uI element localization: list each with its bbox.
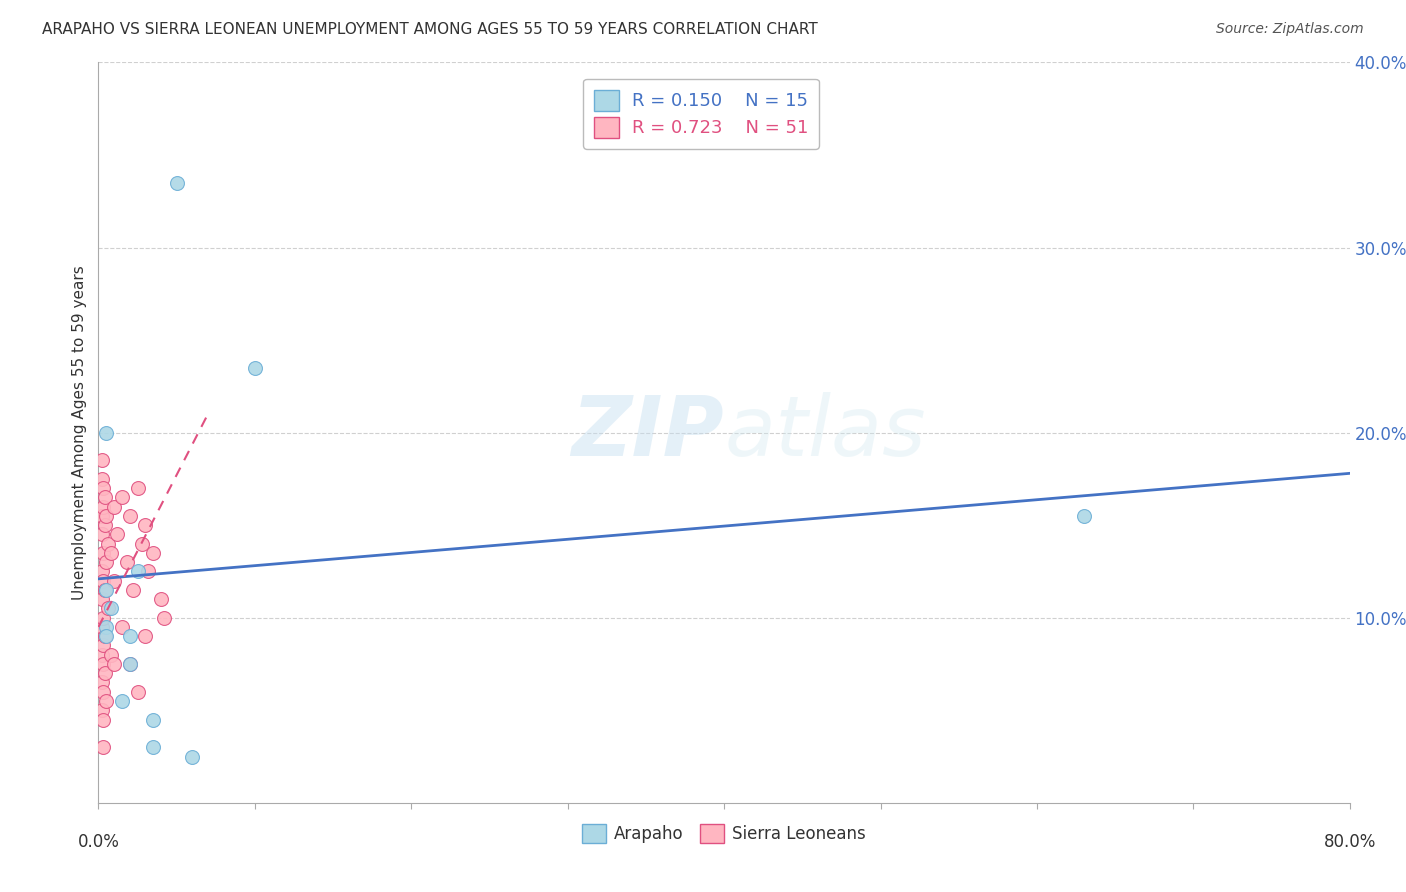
Point [134,629,156,643]
Point [100,601,122,615]
Point [96,694,118,708]
Point [118,629,141,643]
Text: 0.0%: 0.0% [77,833,120,851]
Text: ARAPAHO VS SIERRA LEONEAN UNEMPLOYMENT AMONG AGES 55 TO 59 YEARS CORRELATION CHA: ARAPAHO VS SIERRA LEONEAN UNEMPLOYMENT A… [42,22,818,37]
Point [121,582,143,597]
Point [90,453,112,467]
Point [93,666,115,681]
Point [100,546,122,560]
Point [90,508,112,523]
Point [91,546,114,560]
Point [103,500,125,514]
Point [96,508,118,523]
Point [111,694,134,708]
Point [96,582,118,597]
Point [90,620,112,634]
Point [91,639,114,653]
Point [93,518,115,533]
Point [93,491,115,505]
Point [127,481,149,495]
Point [90,703,112,717]
Point [97,601,120,615]
Point [90,527,112,541]
Point [90,592,112,607]
Text: ZIP: ZIP [571,392,724,473]
Point [243,360,266,375]
Point [91,685,114,699]
Point [115,555,138,569]
Point [127,565,149,579]
Point [90,648,112,662]
Point [103,574,125,588]
Point [90,565,112,579]
Point [118,657,141,671]
Point [96,620,118,634]
Point [100,648,122,662]
Point [91,610,114,624]
Text: Source: ZipAtlas.com: Source: ZipAtlas.com [1216,22,1364,37]
Point [93,629,115,643]
Point [131,536,153,550]
Y-axis label: Unemployment Among Ages 55 to 59 years: Unemployment Among Ages 55 to 59 years [72,265,87,600]
Point [1073,508,1095,523]
Point [93,582,115,597]
Point [150,592,173,607]
Point [96,629,118,643]
Point [134,518,156,533]
Point [91,481,114,495]
Point [118,657,141,671]
Point [142,740,165,755]
Point [96,425,118,440]
Point [91,574,114,588]
Point [105,527,128,541]
Point [127,685,149,699]
Point [90,472,112,486]
Point [90,675,112,690]
Point [181,749,204,764]
Text: atlas: atlas [724,392,925,473]
Point [111,491,134,505]
Point [91,500,114,514]
Point [142,713,165,727]
Point [97,536,120,550]
Point [91,740,114,755]
Text: 80.0%: 80.0% [1323,833,1376,851]
Point [103,657,125,671]
Point [91,657,114,671]
Point [111,620,134,634]
Point [142,546,165,560]
Point [91,713,114,727]
Point [153,610,176,624]
Point [118,508,141,523]
Point [96,555,118,569]
Legend: Arapaho, Sierra Leoneans: Arapaho, Sierra Leoneans [575,817,873,850]
Point [138,565,160,579]
Point [166,176,188,190]
